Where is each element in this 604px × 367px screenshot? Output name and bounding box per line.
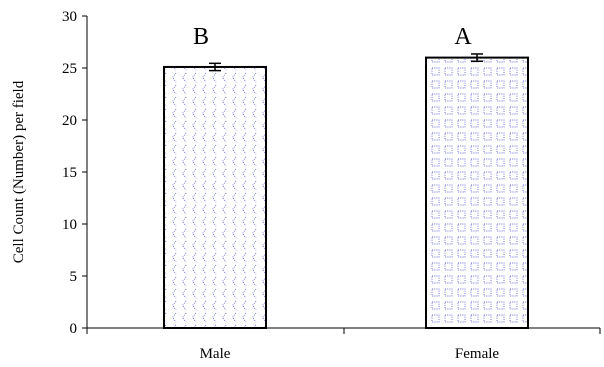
significance-label: B xyxy=(193,24,209,50)
y-ticks: 0 5 10 15 20 25 30 xyxy=(62,9,601,337)
y-tick-label: 25 xyxy=(62,61,77,77)
y-tick-label: 30 xyxy=(62,9,77,25)
bars xyxy=(163,56,529,330)
labels: Male B Female A xyxy=(193,24,499,362)
y-tick-label: 20 xyxy=(62,113,77,129)
y-tick-label: 0 xyxy=(70,321,78,337)
significance-label: A xyxy=(454,24,472,50)
y-tick-label: 15 xyxy=(62,165,77,181)
y-tick-label: 5 xyxy=(70,269,78,285)
x-tick-label: Male xyxy=(200,346,231,362)
bar-female xyxy=(425,56,529,329)
bar-male xyxy=(163,65,267,330)
error-bars xyxy=(209,53,483,72)
y-axis-label: Cell Count (Number) per field xyxy=(11,80,27,263)
y-tick-label: 10 xyxy=(62,217,77,233)
x-tick-label: Female xyxy=(455,346,499,362)
